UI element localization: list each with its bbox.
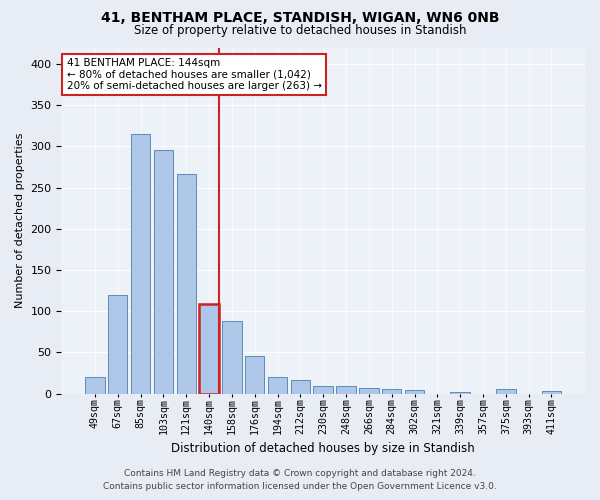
Text: 41 BENTHAM PLACE: 144sqm
← 80% of detached houses are smaller (1,042)
20% of sem: 41 BENTHAM PLACE: 144sqm ← 80% of detach… (67, 58, 322, 91)
Text: Size of property relative to detached houses in Standish: Size of property relative to detached ho… (134, 24, 466, 37)
Bar (85, 377, 104, 394)
Bar (313, 386, 333, 394)
Bar (405, 390, 424, 394)
Text: Contains HM Land Registry data © Crown copyright and database right 2024.
Contai: Contains HM Land Registry data © Crown c… (103, 470, 497, 491)
Bar (496, 390, 515, 394)
Bar (542, 391, 561, 394)
Bar (451, 392, 470, 394)
Bar (382, 388, 401, 394)
Bar (176, 174, 196, 394)
Bar (290, 380, 310, 394)
Bar (199, 304, 219, 394)
Text: 41, BENTHAM PLACE, STANDISH, WIGAN, WN6 0NB: 41, BENTHAM PLACE, STANDISH, WIGAN, WN6 … (101, 11, 499, 25)
Bar (131, 134, 150, 394)
Y-axis label: Number of detached properties: Number of detached properties (15, 133, 25, 308)
X-axis label: Distribution of detached houses by size in Standish: Distribution of detached houses by size … (172, 442, 475, 455)
Bar (222, 321, 242, 394)
Bar (154, 150, 173, 394)
Bar (245, 356, 265, 394)
Bar (108, 294, 127, 394)
Bar (268, 377, 287, 394)
Bar (359, 388, 379, 394)
Bar (337, 386, 356, 394)
